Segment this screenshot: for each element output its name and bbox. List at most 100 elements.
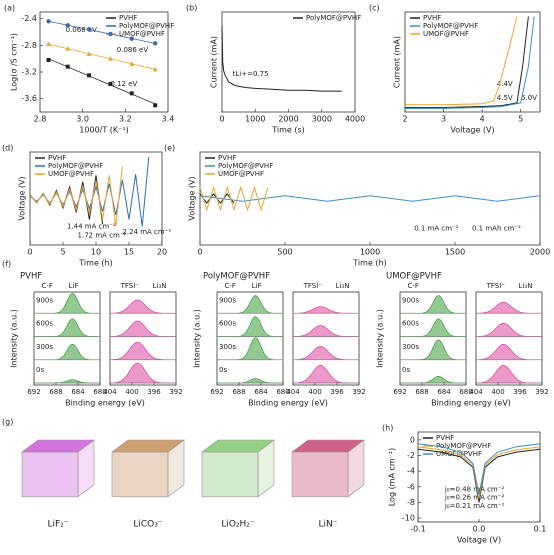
peak-label: TFSI⁻ [303, 282, 323, 290]
x-axis-label: Voltage (V) [450, 126, 494, 135]
x-tick-label: 688 [49, 388, 62, 396]
row-label: 900s [36, 296, 53, 304]
x-tick-label: 3 [441, 115, 446, 124]
cube-front [201, 451, 259, 498]
point [153, 103, 158, 108]
y-axis-label: Intensity (a.u.) [10, 309, 19, 368]
y-tick-label: -6 [407, 482, 415, 491]
x-tick-label: 20 [157, 248, 167, 257]
plot-frame [475, 291, 543, 386]
x-tick-label: 10 [91, 248, 101, 257]
plot-frame [216, 291, 284, 386]
point [107, 56, 113, 61]
x-tick-label: 2000 [530, 248, 550, 257]
x-axis-label: Binding energy (eV) [431, 399, 511, 408]
series-line [405, 16, 518, 106]
x-tick-label: 684 [254, 388, 268, 396]
group-title: PVHF [20, 272, 42, 282]
annotation: 0.1 mAh cm⁻² [472, 224, 521, 232]
annotation: 0.12 eV [110, 80, 137, 88]
cube-front [21, 451, 79, 498]
x-tick-label: 404 [469, 388, 483, 396]
annotation: 4.4V [497, 80, 513, 88]
cube-front [291, 451, 349, 498]
x-tick-label: 4000 [345, 115, 365, 124]
cube-side [347, 439, 365, 498]
panel-letter: (b) [186, 4, 197, 13]
point [65, 64, 70, 69]
annotation: tLi+=0.75 [233, 70, 269, 78]
row-label: 0s [402, 366, 410, 374]
image-label: LiO₂H₂⁻ [221, 520, 255, 530]
peak-label: TFSI⁻ [120, 282, 140, 290]
x-tick-label: 1000 [360, 248, 380, 257]
legend-label: UMOF@PVHF [119, 30, 165, 38]
y-tick-label: -2 [407, 451, 415, 460]
legend-label: PolyMOF@PVHF [306, 14, 361, 22]
x-axis-label: Time (h) [352, 259, 386, 268]
x-tick-label: 692 [27, 388, 40, 396]
annotation: j₀=0.26 mA cm⁻² [444, 494, 505, 502]
point [86, 51, 92, 56]
xps-peak [292, 364, 359, 384]
peak-label: TFSI⁻ [486, 282, 506, 290]
x-tick-label: 692 [210, 388, 223, 396]
xps-peak [475, 343, 543, 361]
peak-label: Li₃N [519, 282, 533, 290]
x-tick-label: 400 [491, 388, 504, 396]
row-label: 300s [402, 343, 419, 351]
xps-peak [109, 362, 176, 384]
y-axis-label: Log(σ /S cm⁻¹) [10, 33, 19, 91]
xps-peak [400, 376, 466, 384]
x-tick-label: 0 [219, 115, 224, 124]
panel-letter: (e) [164, 144, 175, 153]
legend-label: PolyMOF@PVHF [423, 22, 478, 30]
y-tick-label: -4 [407, 467, 415, 476]
panel-letter: (h) [382, 424, 393, 433]
row-label: 300s [219, 343, 236, 351]
x-tick-label: 392 [535, 388, 548, 396]
annotation: 1.72 mA cm⁻² [78, 232, 127, 240]
x-tick-label: 4 [480, 115, 485, 124]
point [65, 46, 71, 51]
peak-label: C-F [41, 282, 52, 290]
annotation: j₀=0.48 mA cm⁻² [444, 486, 505, 494]
series-line [405, 16, 535, 109]
image-label: LiF₂⁻ [47, 520, 68, 530]
x-tick-label: 688 [415, 388, 428, 396]
y-axis-label: Log (mA cm⁻²) [388, 448, 397, 507]
x-tick-label: 392 [352, 388, 365, 396]
cube-side [257, 439, 275, 498]
fit-line [48, 43, 156, 70]
group-title: UMOF@PVHF [386, 272, 442, 282]
y-tick-label: -10 [402, 514, 415, 523]
row-label: 900s [402, 296, 419, 304]
series-line [417, 443, 541, 495]
x-tick-label: 0.1 [534, 525, 547, 534]
point [152, 66, 158, 72]
row-label: 0s [219, 366, 227, 374]
legend-label: PolyMOF@PVHF [48, 162, 103, 170]
x-tick-label: 3000 [312, 115, 332, 124]
row-label: 900s [219, 296, 236, 304]
xps-peak [109, 341, 177, 361]
annotation: 0.086 eV [117, 46, 149, 54]
legend-label: PVHF [218, 154, 236, 162]
x-tick-label: 404 [103, 388, 117, 396]
legend-label: PVHF [119, 14, 137, 22]
y-tick-label: -2.8 [21, 41, 37, 50]
legend-label: UMOF@PVHF [218, 170, 264, 178]
xps-peak [476, 322, 542, 337]
row-label: 600s [219, 320, 236, 328]
x-tick-label: 680 [93, 388, 106, 396]
series-line [417, 446, 541, 499]
xps-peak [475, 301, 543, 314]
y-axis-label: Voltage (V) [188, 176, 197, 220]
annotation: j₀=0.21 mA cm⁻² [444, 502, 505, 510]
x-tick-label: 396 [513, 388, 527, 396]
legend-label: UMOF@PVHF [48, 170, 94, 178]
xps-peak [110, 320, 176, 337]
y-axis-label: Intensity (a.u.) [193, 309, 202, 368]
point [153, 41, 158, 46]
